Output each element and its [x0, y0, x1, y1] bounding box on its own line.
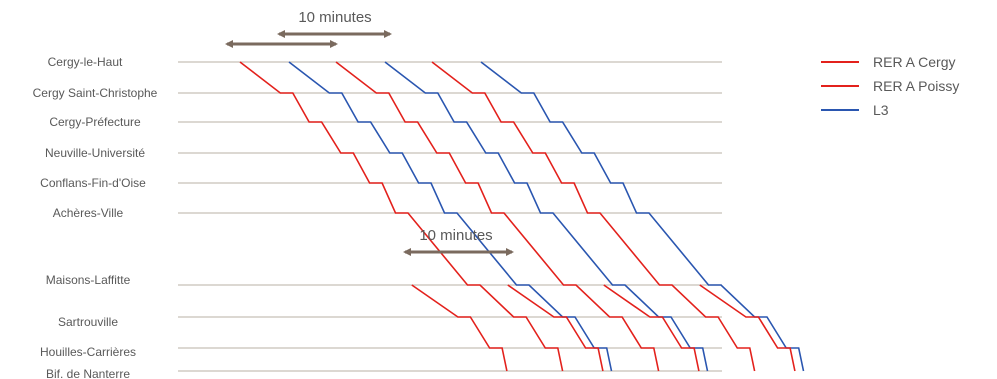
legend-label: RER A Poissy — [873, 78, 959, 94]
legend: RER A Cergy RER A Poissy L3 — [821, 54, 959, 118]
legend-label: L3 — [873, 102, 889, 118]
station-label: Neuville-Université — [45, 146, 145, 160]
rer-a-poissy-train-path — [507, 284, 604, 372]
interval-annotations: 10 minutes 10 minutes — [225, 9, 514, 256]
station-label: Sartrouville — [58, 315, 118, 329]
interval-annotation-label: 10 minutes — [419, 227, 492, 244]
rer-a-poissy-train-path — [411, 284, 508, 372]
rer-a-cergy-train-path — [335, 61, 660, 372]
station-label: Maisons-Laffitte — [46, 273, 131, 287]
train-paths — [239, 61, 805, 372]
station-labels: Cergy-le-Haut Cergy Saint-Christophe Cergy… — [33, 55, 158, 379]
legend-label: RER A Cergy — [873, 54, 955, 70]
rer-a-cergy-train-path — [239, 61, 564, 372]
station-label: Cergy-le-Haut — [48, 55, 123, 69]
l3-train-path — [480, 61, 805, 372]
station-label: Houilles-Carrières — [40, 345, 136, 359]
rer-a-cergy-train-path — [431, 61, 756, 372]
l3-train-path — [288, 61, 613, 372]
station-label: Cergy-Préfecture — [49, 115, 141, 129]
station-label: Achères-Ville — [53, 206, 124, 220]
interval-annotation-label: 10 minutes — [298, 9, 371, 26]
rer-a-poissy-train-path — [699, 284, 796, 372]
station-grid — [178, 61, 722, 372]
l3-train-path — [384, 61, 709, 372]
rer-a-poissy-train-path — [603, 284, 700, 372]
station-label: Conflans-Fin-d'Oise — [40, 176, 146, 190]
station-label: Cergy Saint-Christophe — [33, 86, 158, 100]
station-label: Bif. de Nanterre — [46, 367, 130, 379]
